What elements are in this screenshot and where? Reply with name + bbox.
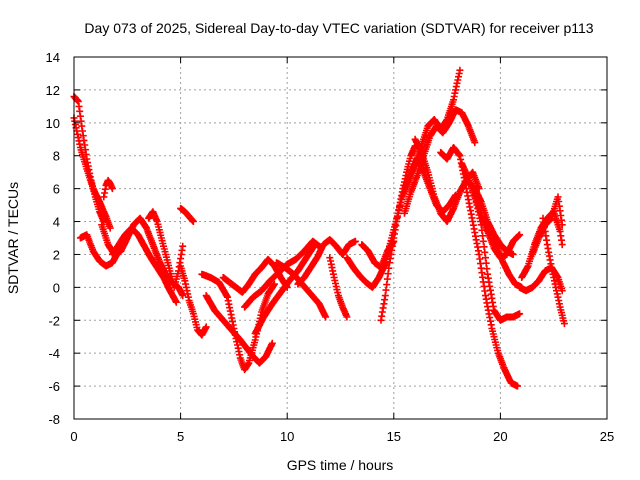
series-sat-m <box>241 237 325 311</box>
x-tick-label: 0 <box>70 429 77 444</box>
plot-frame <box>73 56 608 420</box>
x-tick-label: 5 <box>177 429 184 444</box>
marker-sat-l <box>219 255 291 296</box>
series-sat-p <box>294 236 359 288</box>
series-sat-k <box>202 292 276 367</box>
series-sat-h <box>177 204 197 225</box>
y-tick-label: 4 <box>53 215 60 230</box>
data-marks <box>70 66 568 390</box>
marker-sat-ac <box>486 224 526 291</box>
series-sat-y <box>437 144 521 390</box>
y-tick-label: -2 <box>48 313 60 328</box>
series-sat-l <box>219 255 291 296</box>
x-tick-label: 25 <box>600 429 614 444</box>
chart-title: Day 073 of 2025, Sidereal Day-to-day VTE… <box>84 20 593 36</box>
x-tick-label: 20 <box>493 429 507 444</box>
y-tick-label: 10 <box>46 116 60 131</box>
marker-sat-y <box>437 144 521 390</box>
y-tick-label: 6 <box>53 182 60 197</box>
marker-sat-p <box>294 236 359 288</box>
series-sat-ac <box>486 224 526 291</box>
marker-sat-k <box>202 292 276 367</box>
y-axis-ticks: -8 -6 -4 -2 0 2 4 6 8 10 12 14 <box>46 50 607 427</box>
series-sat-ae <box>518 208 566 281</box>
grid <box>74 57 607 419</box>
y-tick-label: 0 <box>53 280 60 295</box>
marker-sat-h <box>177 204 197 225</box>
series-sat-ab <box>471 191 524 324</box>
series-sat-c <box>100 176 116 201</box>
x-tick-label: 10 <box>280 429 294 444</box>
y-tick-label: 12 <box>46 83 60 98</box>
x-tick-label: 15 <box>387 429 401 444</box>
marker-sat-q <box>326 254 351 321</box>
marker-sat-ae <box>518 208 566 281</box>
series-sat-f <box>108 224 180 306</box>
y-tick-label: -4 <box>48 346 60 361</box>
x-axis-label: GPS time / hours <box>287 457 394 473</box>
y-axis-label: SDTVAR / TECUs <box>5 182 21 294</box>
marker-sat-i <box>177 262 210 339</box>
series-sat-q <box>326 254 351 321</box>
series-sat-ag <box>539 214 568 328</box>
marker-sat-f <box>108 224 180 306</box>
marker-sat-m <box>241 237 325 311</box>
marker-sat-ag <box>539 214 568 328</box>
y-tick-label: 2 <box>53 247 60 262</box>
x-axis-ticks: 0 5 10 15 20 25 <box>70 57 614 444</box>
y-tick-label: -6 <box>48 379 60 394</box>
y-tick-label: -8 <box>48 412 60 427</box>
y-tick-label: 14 <box>46 50 60 65</box>
marker-sat-ab <box>471 191 524 324</box>
y-tick-label: 8 <box>53 149 60 164</box>
series-sat-i <box>177 262 210 339</box>
marker-sat-c <box>100 176 116 201</box>
